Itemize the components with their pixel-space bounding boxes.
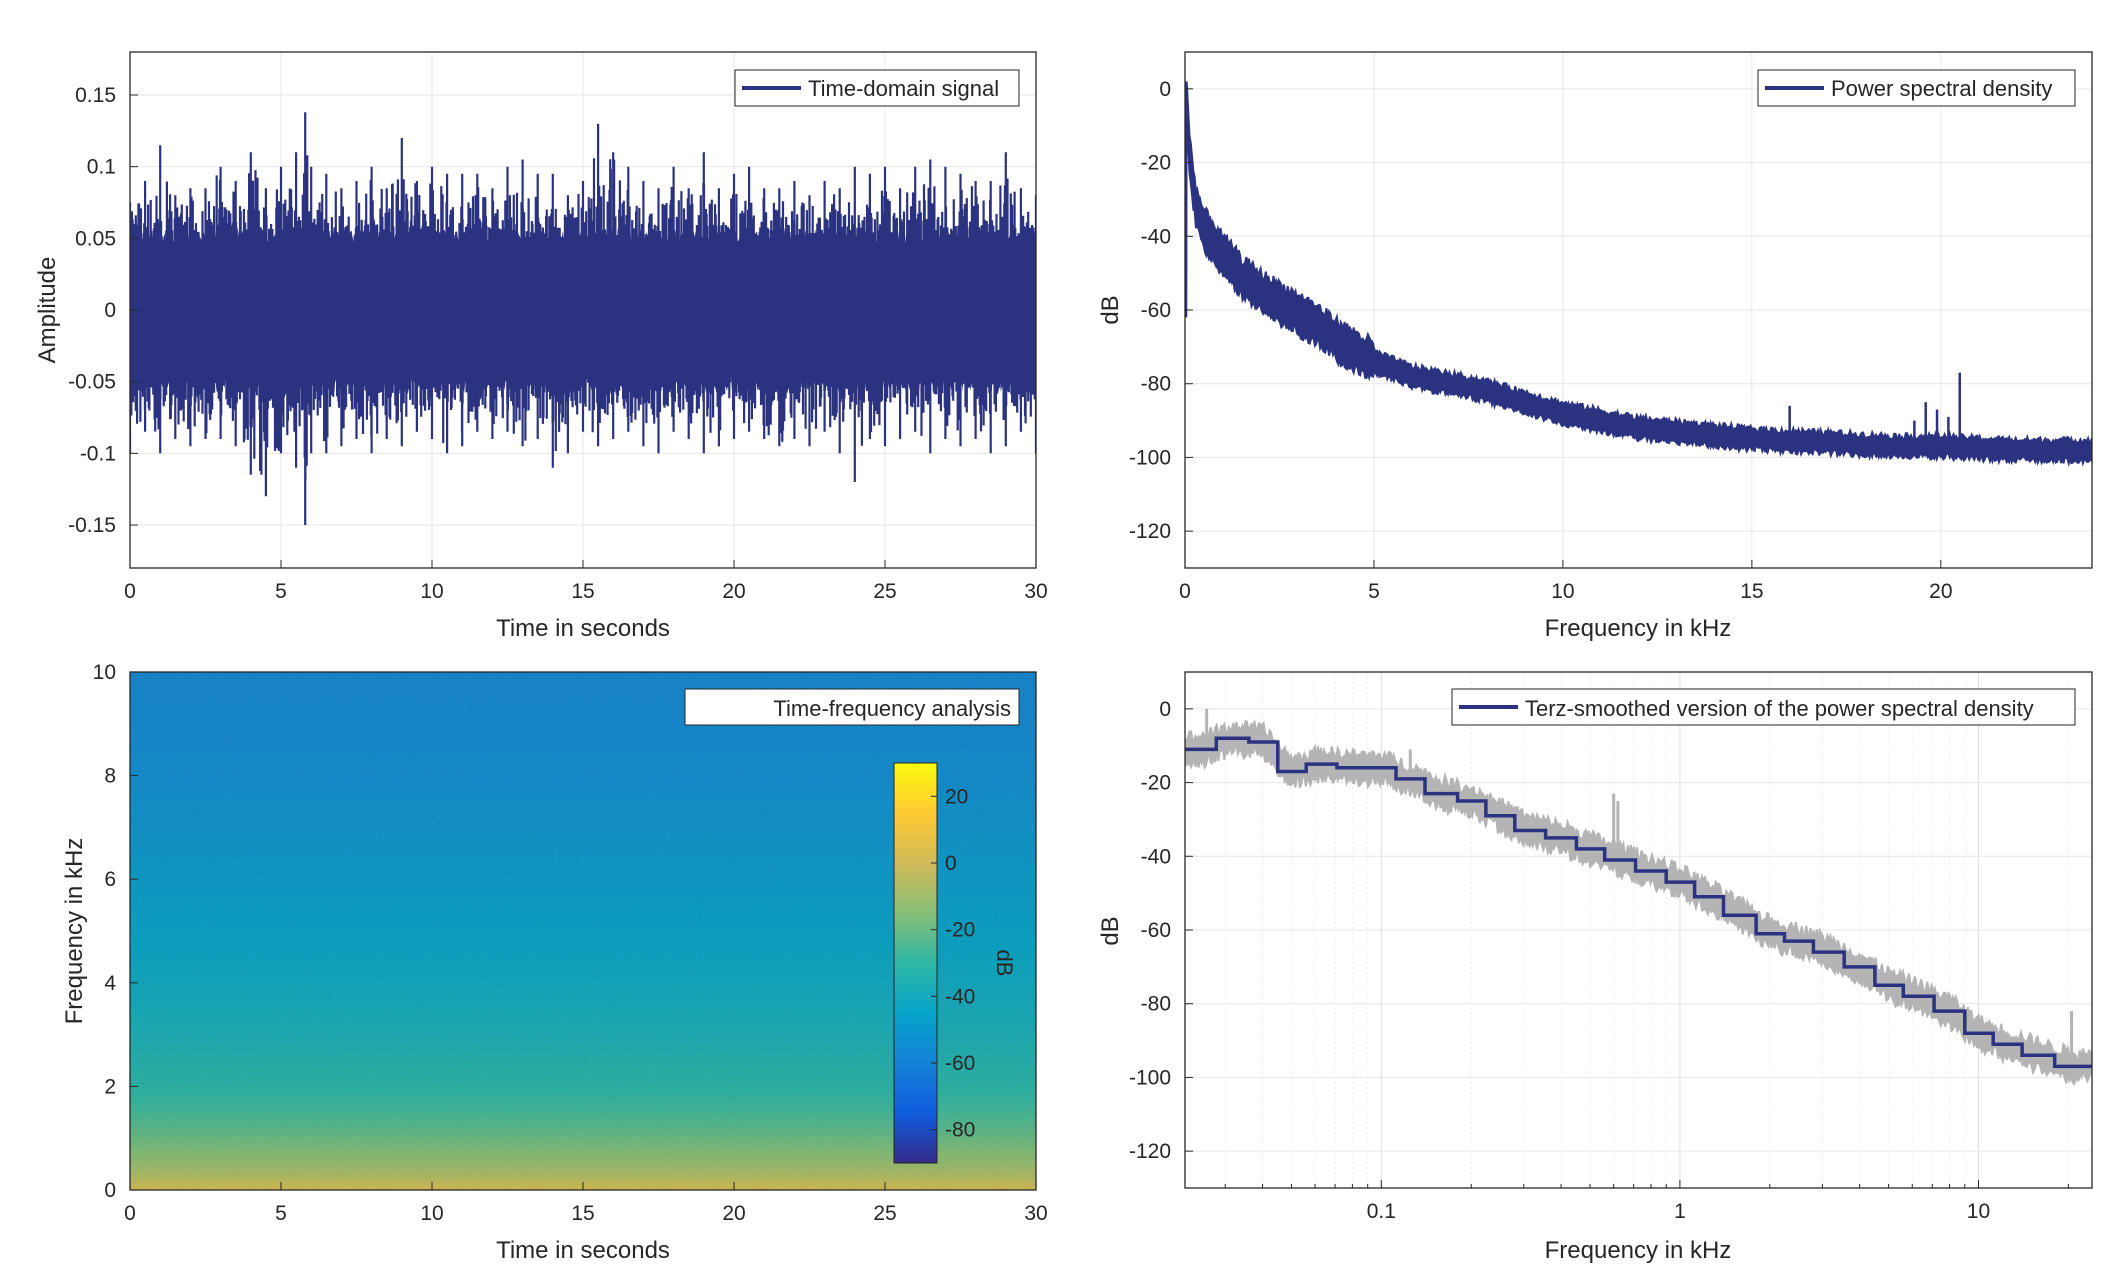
colorbar-tick-label: -20 bbox=[945, 919, 975, 942]
y-tick-label: 6 bbox=[104, 868, 116, 891]
colorbar: 20 0 -20 -40 -60 -80 dB bbox=[893, 762, 1017, 1164]
y-axis-label: Frequency in kHz bbox=[61, 838, 88, 1025]
terz-smoothed-series bbox=[1185, 736, 2092, 1069]
colorbar-gradient bbox=[893, 762, 938, 1164]
y-tick-label: -60 bbox=[1141, 919, 1171, 942]
legend-entry-label: Time-domain signal bbox=[808, 76, 999, 101]
x-tick-label: 0 bbox=[124, 1202, 136, 1225]
x-axis-label: Frequency in kHz bbox=[1545, 615, 1732, 642]
x-tick-label: 10 bbox=[420, 1202, 443, 1225]
x-tick-label: 1 bbox=[1674, 1200, 1686, 1223]
y-tick-label: 0 bbox=[104, 1179, 116, 1202]
colorbar-tick-label: -60 bbox=[945, 1052, 975, 1075]
y-axis-label: dB bbox=[1097, 295, 1124, 324]
x-axis-label: Time in seconds bbox=[496, 615, 670, 642]
axis-ticks: 0.1 1 10 -120 -100 -80 -60 -40 -20 0 bbox=[1129, 698, 2069, 1223]
legend-entry-label: Power spectral density bbox=[1831, 76, 2052, 101]
legend: Terz-smoothed version of the power spect… bbox=[1451, 688, 2076, 726]
x-tick-label: 0 bbox=[1179, 580, 1191, 603]
terz-step-line bbox=[1185, 736, 2092, 1069]
x-tick-label: 5 bbox=[275, 1202, 287, 1225]
x-tick-label: 25 bbox=[873, 580, 896, 603]
spectrogram-axes: 0 5 10 15 20 25 30 0 2 4 6 8 10 Time in seconds Freq… bbox=[61, 661, 1048, 1264]
power-spectral-density-series bbox=[1185, 81, 2092, 468]
time-domain-signal-series bbox=[130, 112, 1036, 525]
colorbar-ticks: 20 0 -20 -40 -60 -80 bbox=[931, 785, 975, 1142]
colorbar-label: dB bbox=[992, 950, 1017, 977]
y-tick-label: -120 bbox=[1129, 1140, 1171, 1163]
y-tick-label: 10 bbox=[93, 661, 116, 684]
x-tick-label: 15 bbox=[1740, 580, 1763, 603]
x-tick-label: 20 bbox=[722, 1202, 745, 1225]
signal-trace bbox=[130, 112, 1036, 525]
y-tick-label: -0.1 bbox=[80, 442, 116, 465]
y-tick-label: -20 bbox=[1141, 772, 1171, 795]
y-tick-label: 4 bbox=[104, 972, 116, 995]
legend: Time-domain signal bbox=[734, 69, 1020, 107]
y-tick-label: 8 bbox=[104, 765, 116, 788]
raw-psd-band bbox=[1185, 719, 2092, 1087]
colorbar-tick-label: 0 bbox=[945, 852, 957, 875]
psd-band bbox=[1185, 85, 2092, 468]
colorbar-tick-label: 20 bbox=[945, 785, 968, 808]
x-tick-label: 30 bbox=[1024, 580, 1047, 603]
psd-low-frequency-peak bbox=[1185, 81, 1196, 318]
x-tick-label: 0.1 bbox=[1367, 1200, 1396, 1223]
y-tick-label: -80 bbox=[1141, 993, 1171, 1016]
y-tick-label: 2 bbox=[104, 1075, 116, 1098]
x-tick-label: 5 bbox=[1368, 580, 1380, 603]
axis-ticks: 0 5 10 15 20 -120 -100 -80 -60 -40 -20 0 bbox=[1129, 78, 1953, 603]
x-tick-label: 10 bbox=[1551, 580, 1574, 603]
y-tick-label: -120 bbox=[1129, 520, 1171, 543]
spectrogram-noise-light bbox=[130, 672, 1036, 1190]
time-domain-axes: 0 5 10 15 20 25 30 -0.15 -0.1 -0.05 0 0.05 0.1 0.15 T… bbox=[34, 51, 1048, 642]
legend: Power spectral density bbox=[1757, 69, 2076, 107]
colorbar-tick-label: -80 bbox=[945, 1119, 975, 1142]
x-tick-label: 10 bbox=[1967, 1200, 1990, 1223]
y-tick-label: -40 bbox=[1141, 225, 1171, 248]
y-tick-label: 0 bbox=[1159, 78, 1171, 101]
legend-entry-label: Terz-smoothed version of the power spect… bbox=[1525, 696, 2034, 721]
legend-entry-label: Time-frequency analysis bbox=[773, 696, 1011, 721]
psd-axes: 0 5 10 15 20 -120 -100 -80 -60 -40 -20 0 Frequency … bbox=[1097, 51, 2093, 642]
x-tick-label: 5 bbox=[275, 580, 287, 603]
y-tick-label: -0.15 bbox=[68, 514, 116, 537]
x-axis-label: Time in seconds bbox=[496, 1237, 670, 1264]
terz-smoothed-axes: 0.1 1 10 -120 -100 -80 -60 -40 -20 0 Frequency in… bbox=[1097, 671, 2093, 1264]
x-tick-label: 30 bbox=[1024, 1202, 1047, 1225]
y-tick-label: -0.05 bbox=[68, 371, 116, 394]
x-tick-label: 0 bbox=[124, 580, 136, 603]
x-tick-label: 15 bbox=[571, 1202, 594, 1225]
y-tick-label: 0.15 bbox=[75, 84, 116, 107]
y-tick-label: 0.1 bbox=[87, 156, 116, 179]
raw-psd-series bbox=[1185, 708, 2092, 1087]
y-tick-label: -80 bbox=[1141, 373, 1171, 396]
x-tick-label: 15 bbox=[571, 580, 594, 603]
colorbar-tick-label: -40 bbox=[945, 985, 975, 1008]
y-axis-label: dB bbox=[1097, 916, 1124, 945]
y-tick-label: -40 bbox=[1141, 845, 1171, 868]
legend: Time-frequency analysis bbox=[684, 688, 1020, 726]
x-tick-label: 20 bbox=[722, 580, 745, 603]
y-tick-label: -100 bbox=[1129, 446, 1171, 469]
x-tick-label: 20 bbox=[1929, 580, 1952, 603]
axis-ticks: 0 5 10 15 20 25 30 -0.15 -0.1 -0.05 0 0.05 0.1 0.15 bbox=[68, 84, 1048, 603]
x-tick-label: 10 bbox=[420, 580, 443, 603]
x-tick-label: 25 bbox=[873, 1202, 896, 1225]
legend-box bbox=[1451, 688, 2076, 726]
y-tick-label: -60 bbox=[1141, 299, 1171, 322]
y-tick-label: 0.05 bbox=[75, 227, 116, 250]
y-tick-label: 0 bbox=[1159, 698, 1171, 721]
y-tick-label: -20 bbox=[1141, 152, 1171, 175]
y-tick-label: 0 bbox=[104, 299, 116, 322]
y-tick-label: -100 bbox=[1129, 1066, 1171, 1089]
legend-box bbox=[684, 688, 1020, 726]
axis-ticks: 0 5 10 15 20 25 30 0 2 4 6 8 10 bbox=[93, 661, 1048, 1225]
y-axis-label: Amplitude bbox=[34, 257, 61, 364]
x-axis-label: Frequency in kHz bbox=[1545, 1237, 1732, 1264]
